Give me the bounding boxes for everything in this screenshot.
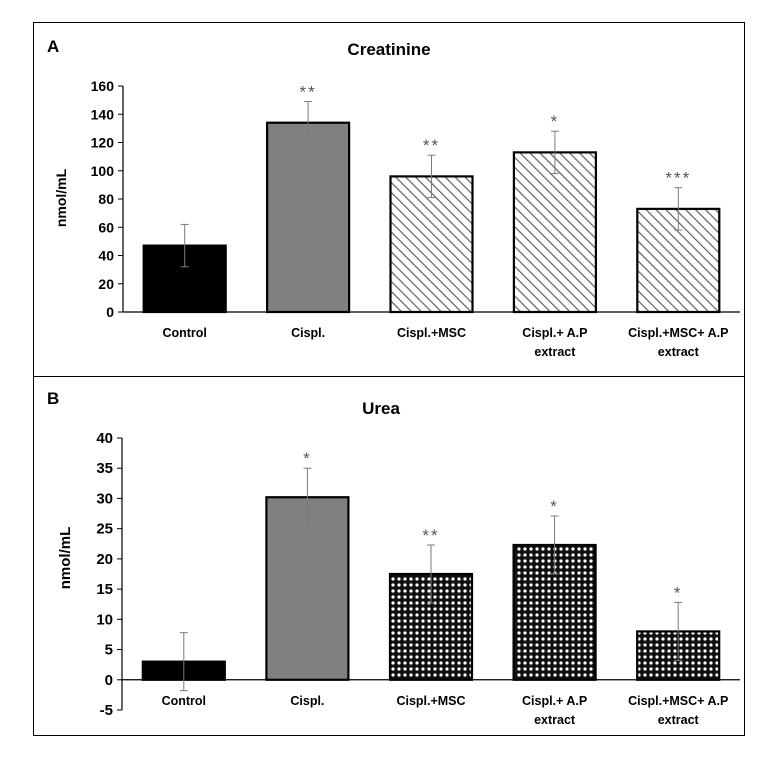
category-label-3-line2: extract	[534, 345, 576, 359]
significance-label-4: ***	[665, 169, 691, 188]
category-label-4: Cispl.+MSC+ A.P	[628, 326, 728, 340]
category-label-4-line2: extract	[658, 345, 700, 359]
y-tick-label: 100	[91, 163, 115, 179]
category-label-0: Control	[162, 694, 206, 708]
category-label-1: Cispl.	[290, 694, 324, 708]
panel-a-label: A	[47, 37, 59, 56]
bar-1	[266, 121, 351, 314]
significance-label-1: **	[299, 83, 316, 102]
y-tick-label: 20	[96, 551, 113, 568]
y-tick-label: 140	[91, 106, 115, 122]
bar-4	[636, 207, 721, 314]
bar-1	[265, 496, 350, 681]
significance-label-4: *	[674, 583, 683, 602]
y-tick-label: 40	[98, 248, 114, 264]
y-tick-label: 160	[91, 78, 115, 94]
y-tick-label: 120	[91, 135, 115, 151]
category-label-3: Cispl.+ A.P	[522, 694, 587, 708]
y-tick-label: -5	[100, 702, 113, 719]
significance-label-2: **	[423, 136, 440, 155]
panel-a-plot: 0 20 40 60 80 100 120 140 160 Control ** Cispl. ** Ci…	[91, 78, 740, 359]
y-tick-label: 15	[96, 581, 113, 598]
category-label-2: Cispl.+MSC	[396, 694, 465, 708]
y-tick-label: 0	[105, 672, 113, 689]
panel-b-ylabel: nmol/mL	[57, 527, 74, 590]
category-label-4: Cispl.+MSC+ A.P	[628, 694, 728, 708]
panel-b-title: Urea	[362, 399, 400, 418]
y-tick-label: 80	[98, 191, 114, 207]
significance-label-2: **	[422, 526, 439, 545]
bar-2	[389, 175, 474, 314]
y-tick-label: 25	[96, 521, 113, 538]
significance-label-3: *	[551, 112, 560, 131]
y-tick-label: 10	[96, 611, 113, 628]
panel-b-plot: -50510152025303540Control*Cispl.**Cispl.…	[96, 430, 740, 727]
y-tick-label: 40	[96, 430, 113, 447]
category-label-3-line2: extract	[534, 713, 576, 727]
category-label-1: Cispl.	[291, 326, 325, 340]
category-label-2: Cispl.+MSC	[397, 326, 466, 340]
panel-a-ylabel: nmol/mL	[53, 168, 69, 227]
category-label-4-line2: extract	[658, 713, 700, 727]
y-tick-label: 5	[105, 642, 113, 659]
y-tick-label: 20	[98, 276, 114, 292]
bar-3	[512, 151, 598, 314]
panel-a-frame	[33, 22, 745, 378]
y-tick-label: 0	[106, 304, 114, 320]
significance-label-1: *	[303, 449, 312, 468]
category-label-0: Control	[162, 326, 206, 340]
y-tick-label: 30	[96, 490, 113, 507]
panel-a-title: Creatinine	[347, 40, 430, 59]
y-tick-label: 60	[98, 219, 114, 235]
significance-label-3: *	[550, 497, 559, 516]
category-label-3: Cispl.+ A.P	[522, 326, 587, 340]
panel-b-label: B	[47, 389, 59, 408]
y-tick-label: 35	[96, 460, 113, 477]
